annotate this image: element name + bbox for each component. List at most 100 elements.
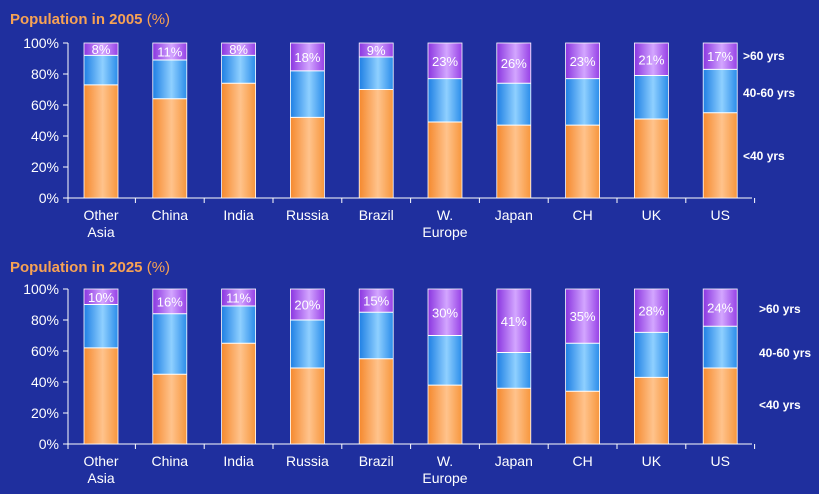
x-tick-label-line: Other [83,453,118,469]
bar-segment-40-60 [152,313,187,375]
x-tick-label-line: Japan [495,453,533,469]
bar-outline [221,42,257,199]
chart-title-unit: (%) [147,11,170,28]
chart-2005: Population in 2005 (%) 0% 20% 40% 60% 80% 100%… [10,11,795,240]
legend-label: >60 yrs [743,49,785,63]
bar-value-label: 35% [570,309,596,324]
x-tick-label-line: CH [572,207,592,223]
bar-segment-over-60 [221,289,256,307]
bar-value-label: 20% [294,298,320,313]
bar-value-label: 23% [570,54,596,69]
bar-segment-over-60 [152,43,187,61]
bar-segment-over-60 [152,289,187,314]
legend-label: <40 yrs [743,149,785,163]
x-tick-label: Japan [495,453,533,469]
bar-segment-under-40 [496,388,531,444]
chart-title-text: Population in 2025 [10,259,147,276]
x-tick-label-line: US [710,207,729,223]
bar-segment-under-40 [221,83,256,198]
bar-segment-40-60 [359,56,394,90]
bar-segment-under-40 [496,125,531,198]
bar-segment-under-40 [221,343,256,444]
x-tick-label-line: India [223,453,254,469]
bar-outline [289,42,325,199]
bar-segment-under-40 [84,347,118,444]
bar-segment-over-60 [221,43,256,56]
bar-segment-over-60 [290,289,325,320]
x-tick-label-line: Europe [422,224,467,240]
bar-segment-40-60 [565,343,600,392]
bar-value-label: 41% [501,314,527,329]
bar-segment-under-40 [565,125,600,198]
bar-segment-under-40 [428,385,462,444]
bar-segment-40-60 [221,55,256,84]
x-tick-label-line: Asia [87,470,114,486]
chart-2025: Population in 2025 (%) 0% 20% 40% 60% 80% 100%… [10,259,811,486]
bar-segment-over-60 [565,43,600,79]
y-tick-label: 20% [31,159,59,175]
bar-segment-40-60 [359,312,394,359]
y-tick-label: 80% [31,312,59,328]
bar-segment-40-60 [565,78,600,126]
x-tick-label: US [710,453,729,469]
bar-segment-under-40 [290,117,325,198]
x-tick-label: India [223,453,254,469]
bar-outline [152,288,188,445]
bar-segment-over-60 [290,43,325,71]
bar-outline [358,42,394,199]
bar-segment-under-40 [290,368,325,444]
bar-segment-40-60 [84,304,118,348]
bar-segment-over-60 [703,289,738,327]
bar-segment-40-60 [428,335,462,386]
bar-segment-under-40 [428,122,462,198]
bar-outline [289,288,325,445]
bar-segment-under-40 [634,377,669,444]
x-tick-label-line: W. [437,453,453,469]
bar-segment-40-60 [290,70,325,118]
bar-value-label: 18% [294,50,320,65]
bar-segment-40-60 [496,83,531,126]
bar-outline [634,42,669,199]
x-tick-label: UK [642,453,662,469]
bar-segment-40-60 [634,75,669,119]
chart-title: Population in 2005 (%) [10,11,170,28]
bar-value-label: 28% [638,304,664,319]
x-tick-label: Russia [286,207,329,223]
y-tick-label: 60% [31,343,59,359]
chart-title-unit: (%) [147,259,170,276]
y-tick-label: 0% [39,436,59,452]
chart-title-text: Population in 2005 [10,11,147,28]
bar-segment-under-40 [84,84,118,198]
bar-segment-over-60 [565,289,600,344]
bar-segment-over-60 [496,43,531,84]
x-tick-label-line: Brazil [359,207,394,223]
legend-label: 40-60 yrs [743,86,795,100]
x-tick-label-line: US [710,453,729,469]
x-tick-label-line: UK [642,453,662,469]
bar-outline [702,42,738,199]
bar-value-label: 17% [707,49,733,64]
bar-value-label: 10% [88,290,114,305]
x-tick-label-line: Europe [422,470,467,486]
bar-segment-40-60 [428,78,462,123]
bar-outline [83,288,119,445]
bar-value-label: 23% [432,54,458,69]
bar-segment-under-40 [359,89,394,198]
bar-segment-40-60 [703,326,738,369]
bar-segment-40-60 [84,55,118,85]
y-tick-label: 20% [31,405,59,421]
bar-value-label: 9% [367,43,386,58]
bar-outline [634,288,669,445]
bar-segment-over-60 [703,43,738,70]
y-tick-label: 60% [31,97,59,113]
x-tick-label-line: India [223,207,254,223]
y-tick-label: 80% [31,66,59,82]
legend-label: >60 yrs [759,302,801,316]
y-tick-label: 100% [23,35,59,51]
bar-segment-over-60 [428,43,462,79]
x-tick-label-line: Brazil [359,453,394,469]
bar-value-label: 8% [92,42,111,57]
bar-segment-40-60 [496,352,531,389]
y-tick-label: 100% [23,281,59,297]
bar-outline [427,42,463,199]
